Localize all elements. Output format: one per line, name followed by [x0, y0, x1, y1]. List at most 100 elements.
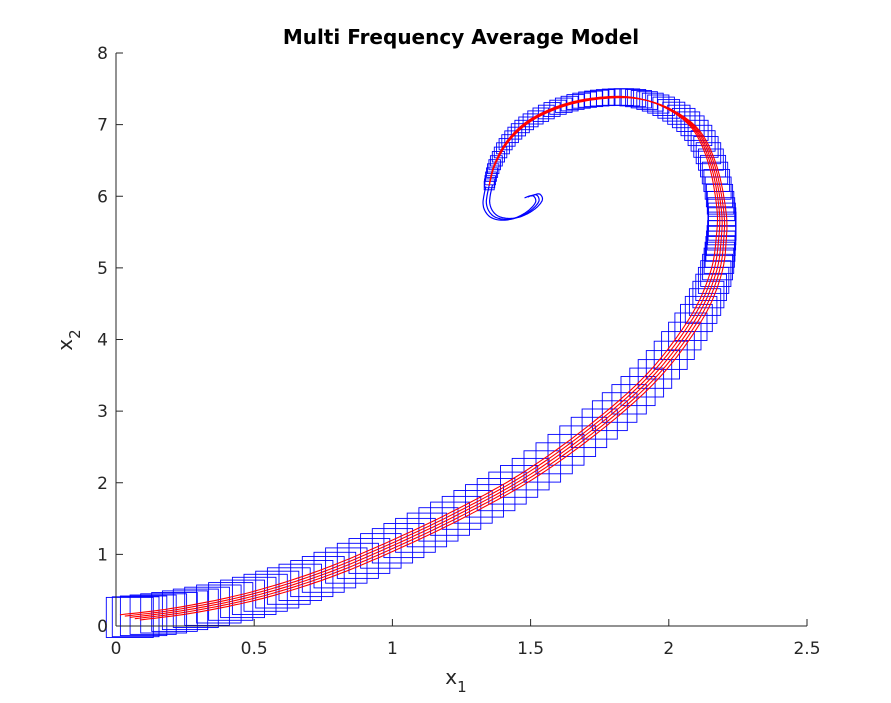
enclosure-box — [695, 273, 727, 301]
enclosure-box — [661, 331, 695, 360]
enclosure-box — [591, 400, 628, 432]
enclosure-box — [488, 159, 501, 171]
y-tick-label: 0 — [97, 617, 108, 637]
enclosure-box — [566, 94, 585, 110]
enclosure-box — [140, 593, 188, 634]
enclosure-box — [680, 303, 713, 333]
x-tick-group: 0 0.5 1 1.5 2 2.5 — [111, 619, 821, 659]
enclosure-box — [453, 490, 493, 524]
enclosure-box — [484, 175, 496, 186]
enclosure-box — [636, 91, 658, 110]
enclosure-box — [383, 523, 425, 559]
enclosure-box — [630, 90, 652, 109]
enclosure-box — [243, 573, 288, 612]
enclosure-box — [487, 163, 500, 175]
enclosure-box — [301, 556, 345, 593]
x-tick-label: 1 — [387, 639, 398, 659]
enclosure-box — [549, 99, 567, 115]
enclosure-box — [572, 92, 591, 109]
enclosure-box — [488, 471, 527, 505]
trajectory-line — [139, 97, 728, 621]
enclosure-box — [547, 433, 585, 466]
y-tick-group: 0 1 2 3 4 5 6 7 8 — [97, 44, 123, 637]
enclosure-box — [500, 465, 539, 498]
enclosure-box — [406, 512, 448, 548]
y-tick-label: 6 — [97, 187, 108, 207]
enclosure-box — [325, 547, 368, 584]
enclosure-box — [523, 450, 562, 483]
plot-background — [116, 53, 807, 626]
enclosure-box — [676, 111, 701, 132]
enclosure-box — [652, 96, 675, 116]
chart-title: Multi Frequency Average Model — [283, 25, 639, 49]
enclosure-box — [491, 151, 505, 163]
enclosure-box — [611, 384, 647, 415]
enclosure-box — [527, 110, 544, 125]
x-axis-label: x1 — [445, 665, 466, 696]
enclosure-box — [489, 155, 503, 167]
enclosure-box — [535, 442, 573, 475]
enclosure-box — [680, 115, 705, 137]
enclosure-box — [231, 576, 277, 615]
trajectory-line — [134, 96, 726, 620]
enclosure-box — [290, 560, 334, 598]
x-tick-label: 0.5 — [241, 639, 268, 659]
enclosure-box — [348, 538, 391, 574]
enclosure-box — [496, 142, 510, 155]
enclosure-box — [465, 484, 504, 518]
spiral-tail-group — [482, 184, 544, 221]
enclosure-box — [278, 563, 322, 601]
enclosure-box — [601, 392, 638, 423]
enclosure-box — [111, 596, 160, 638]
enclosure-box — [476, 478, 516, 512]
enclosure-box — [418, 507, 459, 542]
enclosure-box — [537, 104, 555, 120]
enclosure-box — [645, 350, 680, 380]
trajectory-bundle-group — [119, 95, 728, 621]
x-tick-label: 2.5 — [793, 639, 820, 659]
enclosure-box — [653, 340, 688, 370]
enclosure-box — [498, 138, 513, 151]
enclosure-box — [707, 197, 736, 222]
enclosure-box — [501, 134, 516, 147]
enclosure-box — [119, 595, 168, 637]
x-tick-label: 0 — [111, 639, 122, 659]
x-tick-label: 1.5 — [517, 639, 544, 659]
enclosure-box — [504, 130, 519, 144]
enclosure-box — [637, 359, 673, 389]
x-axis-label-main: x — [445, 665, 457, 689]
y-tick-label: 4 — [97, 331, 108, 351]
spiral-line — [488, 184, 544, 220]
enclosure-box — [560, 95, 579, 112]
enclosure-box — [360, 533, 402, 569]
y-tick-label: 1 — [97, 545, 108, 565]
enclosure-box — [441, 495, 482, 530]
enclosure-box — [570, 416, 608, 449]
enclosure-box — [647, 94, 670, 114]
enclosure-box — [493, 146, 508, 159]
enclosure-box — [690, 130, 716, 152]
enclosure-box — [668, 321, 702, 351]
enclosure-box — [684, 119, 709, 141]
y-axis-label-subscript: 2 — [66, 329, 84, 339]
enclosure-box — [313, 551, 357, 589]
enclosure-box — [667, 104, 691, 125]
enclosure-box — [581, 408, 618, 440]
enclosure-box — [483, 180, 495, 191]
x-axis-label-subscript: 1 — [457, 678, 467, 696]
y-tick-label: 2 — [97, 474, 108, 494]
enclosure-box — [255, 570, 300, 609]
y-axis-label-main: x — [53, 339, 77, 351]
enclosure-box — [336, 542, 379, 579]
y-tick-label: 7 — [97, 116, 108, 136]
enclosure-box — [371, 528, 414, 564]
enclosure-box — [486, 167, 499, 178]
y-tick-label: 3 — [97, 402, 108, 422]
enclosure-box — [266, 567, 311, 605]
enclosure-box — [532, 107, 550, 122]
enclosure-box — [430, 501, 470, 536]
enclosure-box — [559, 425, 597, 457]
enclosure-box — [662, 101, 686, 122]
x-tick-label: 2 — [663, 639, 674, 659]
